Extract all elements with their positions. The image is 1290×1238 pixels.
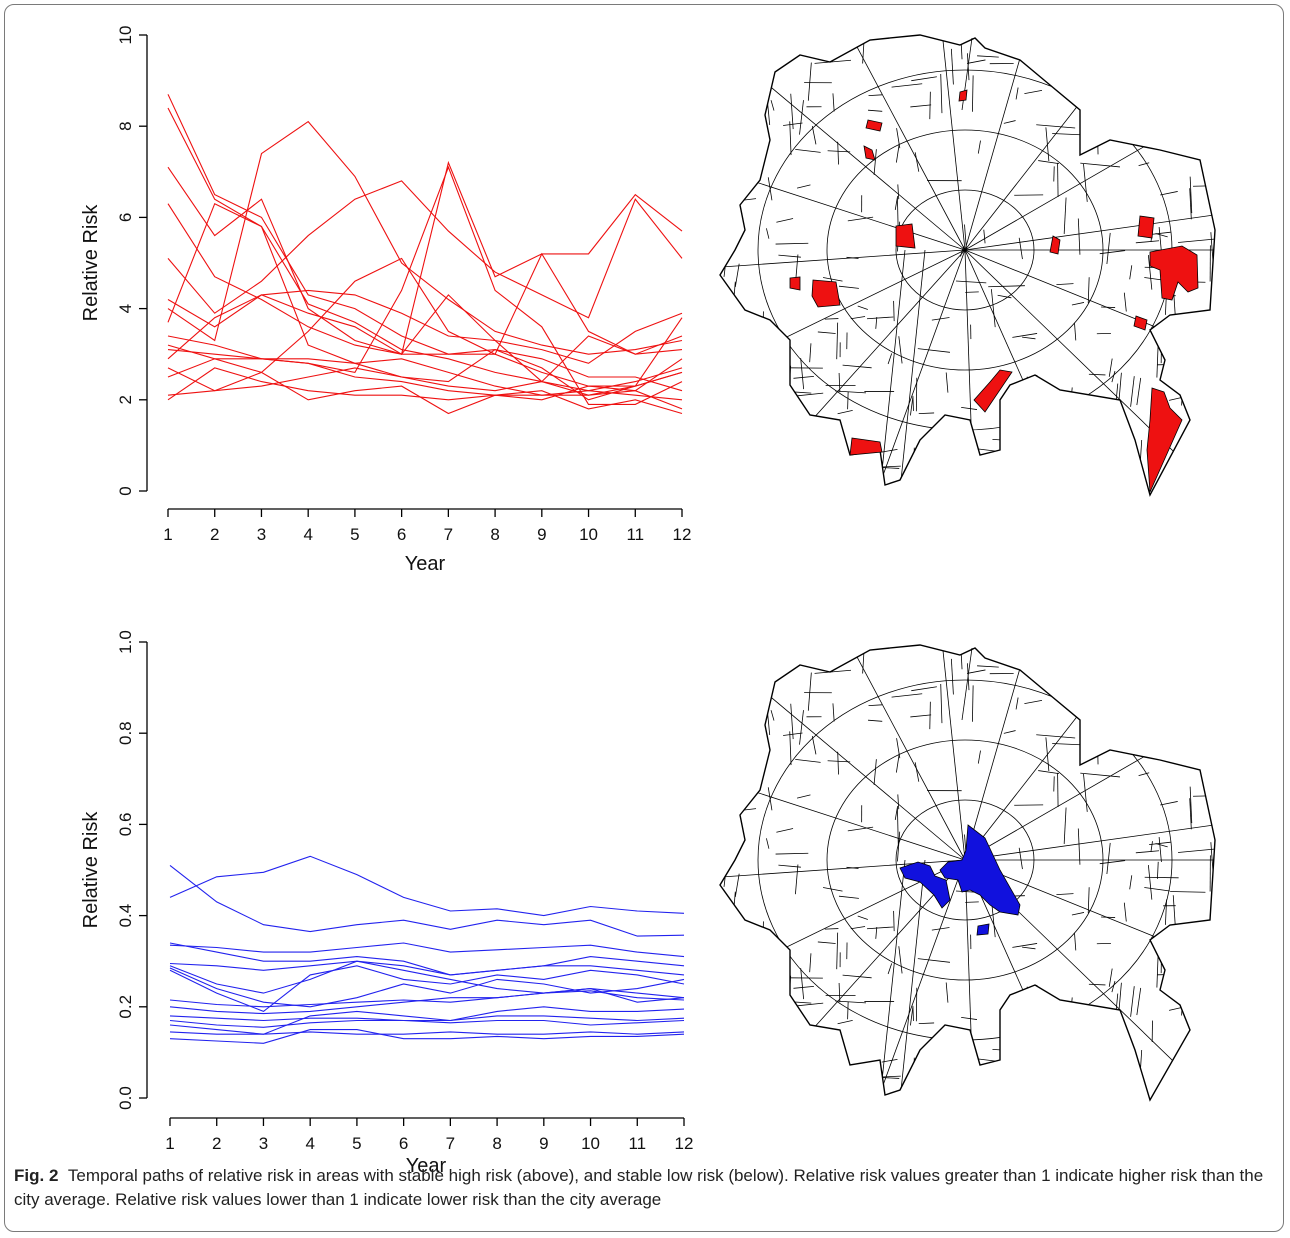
series-line-11	[167, 349, 683, 396]
x-tick-label: 4	[305, 1134, 314, 1153]
x-tick-label: 2	[210, 525, 219, 544]
x-tick-label: 6	[397, 525, 406, 544]
low-risk-line-chart: 0.00.20.40.60.81.0 1 2 3 4 5 6 7 8 9 10 11 12 Relat…	[80, 630, 693, 1177]
x-tick-label: 5	[352, 1134, 361, 1153]
x-tick-label: 3	[257, 525, 266, 544]
high-risk-area	[865, 119, 883, 132]
x-tick-label: 2	[212, 1134, 221, 1153]
series-line-13	[167, 335, 683, 392]
y-tick-label: 4	[116, 304, 135, 313]
series-line-5	[169, 960, 685, 976]
series-line-14	[169, 1031, 685, 1035]
y-tick-label: 0.8	[116, 721, 135, 745]
y-tick-label: 1.0	[116, 630, 135, 654]
high-risk-area	[1133, 315, 1148, 331]
high-risk-city-map	[719, 34, 1216, 497]
x-tick-label: 1	[165, 1134, 174, 1153]
high-risk-area	[895, 223, 916, 249]
high-risk-area	[789, 276, 801, 291]
series-line-13	[169, 1006, 685, 1035]
y-tick-label: 10	[116, 26, 135, 45]
series-line-3	[167, 166, 683, 392]
x-tick-label: 4	[303, 525, 312, 544]
high-risk-area	[1146, 387, 1183, 493]
series-line-15	[167, 367, 683, 415]
series-line-5	[167, 180, 683, 319]
series-line-1	[169, 864, 685, 937]
low-risk-area	[899, 861, 951, 909]
series-line-15	[169, 1029, 685, 1044]
x-tick-label: 12	[675, 1134, 694, 1153]
series-line-10	[167, 344, 683, 396]
x-tick-label: 8	[490, 525, 499, 544]
low-risk-area	[976, 923, 990, 936]
x-tick-label: 9	[539, 1134, 548, 1153]
x-axis-title: Year	[405, 553, 446, 575]
high-risk-area	[958, 89, 968, 102]
high-risk-area	[863, 145, 876, 161]
series-line-6	[169, 960, 685, 1003]
y-tick-label: 6	[116, 213, 135, 222]
x-tick-label: 10	[579, 525, 598, 544]
high-risk-areas	[789, 89, 1199, 493]
series-line-16	[167, 252, 683, 396]
x-tick-label: 10	[581, 1134, 600, 1153]
x-tick-label: 1	[163, 525, 172, 544]
series-line-4	[169, 942, 685, 958]
y-tick-label: 2	[116, 395, 135, 404]
series-line-2	[169, 855, 685, 917]
figure-label: Fig. 2	[14, 1166, 59, 1185]
high-risk-area	[811, 279, 841, 308]
series-line-12	[169, 1019, 685, 1028]
y-tick-label: 0.4	[116, 904, 135, 928]
x-tick-label: 12	[673, 525, 692, 544]
x-tick-label: 5	[350, 525, 359, 544]
series-line-7	[167, 120, 683, 355]
y-tick-label: 8	[116, 121, 135, 130]
low-risk-area	[939, 824, 1021, 916]
x-tick-label: 9	[537, 525, 546, 544]
series-line-3	[169, 942, 685, 976]
low-risk-areas	[899, 824, 1021, 936]
high-risk-area	[1137, 215, 1155, 239]
series-line-9	[167, 165, 683, 405]
road-line	[961, 647, 973, 721]
figure-frame	[4, 4, 1284, 1232]
x-tick-label: 7	[444, 525, 453, 544]
y-tick-label: 0	[116, 486, 135, 495]
high-risk-area	[849, 437, 883, 456]
series-line-2	[167, 107, 683, 401]
high-risk-area	[1149, 245, 1199, 301]
x-tick-label: 3	[259, 1134, 268, 1153]
high-risk-area	[973, 369, 1013, 413]
series-line-12	[167, 294, 683, 396]
city-boundary	[719, 34, 1216, 497]
figure-caption: Fig. 2 Temporal paths of relative risk i…	[14, 1164, 1276, 1212]
y-tick-label: 0.2	[116, 995, 135, 1019]
series-line-1	[167, 94, 683, 387]
y-axis-title: Relative Risk	[80, 204, 102, 322]
x-tick-label: 8	[492, 1134, 501, 1153]
y-tick-label: 0.0	[116, 1086, 135, 1110]
series-line-9	[169, 990, 685, 1008]
series-line-11	[169, 1015, 685, 1022]
y-axis-title: Relative Risk	[80, 811, 102, 929]
series-line-4	[167, 160, 683, 355]
x-tick-label: 11	[628, 1134, 646, 1153]
series-line-8	[169, 965, 685, 1013]
x-axis-title: Year	[406, 1155, 447, 1177]
high-risk-area	[1049, 235, 1061, 255]
series-line-8	[167, 202, 683, 401]
x-tick-label: 6	[399, 1134, 408, 1153]
low-risk-city-map	[719, 644, 1216, 1102]
y-tick-label: 0.6	[116, 813, 135, 837]
series-line-10	[169, 988, 685, 1015]
series-line-14	[167, 358, 683, 415]
caption-text: Temporal paths of relative risk in areas…	[14, 1166, 1264, 1209]
x-tick-label: 7	[446, 1134, 455, 1153]
x-tick-label: 11	[626, 525, 644, 544]
